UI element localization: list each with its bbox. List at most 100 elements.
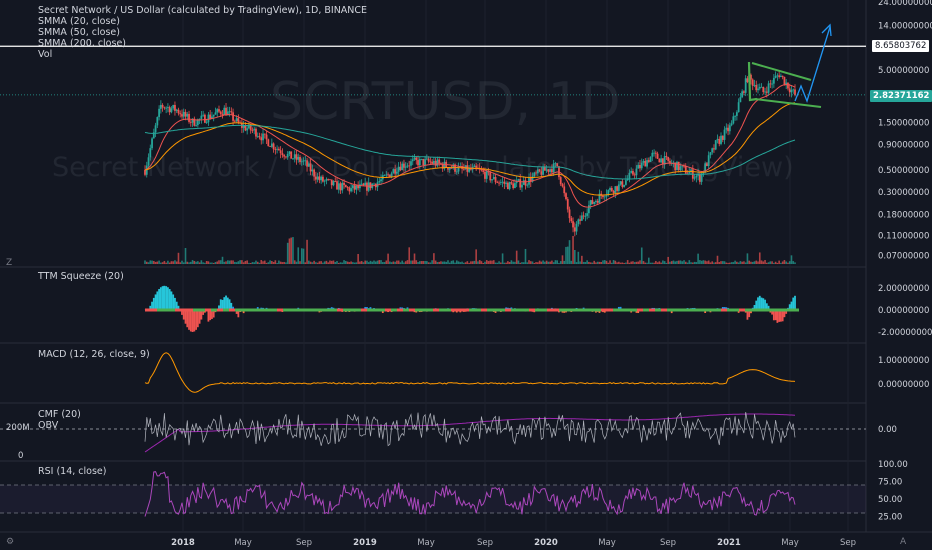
legend-smma50[interactable]: SMMA (50, close) [38,27,120,38]
price-candle [378,181,381,183]
volume-bar [433,253,435,264]
macd-label[interactable]: MACD (12, 26, close, 9) [38,349,150,360]
volume-bar [773,262,775,264]
time-tick-label: Sep [660,538,676,548]
volume-bar [246,260,248,264]
price-candle [529,177,532,182]
volume-bar [385,260,388,264]
price-candle [267,139,270,147]
legend-vol[interactable]: Vol [38,49,53,60]
ttm-squeeze-dot [301,308,307,312]
volume-bar [649,262,652,264]
volume-bar [658,261,661,264]
cmf-label[interactable]: CMF (20) [38,409,81,420]
price-candle [475,165,478,168]
price-candle [531,176,534,182]
ttm-squeeze-dot [547,308,553,312]
price-candle [580,215,583,221]
volume-bar [360,261,363,264]
ttm-squeeze-dot [619,308,625,312]
ttm-squeeze-dot [349,308,355,312]
volume-bar [721,261,724,264]
volume-bar [528,260,530,264]
volume-bar [352,262,354,264]
volume-bar [198,262,201,264]
price-candle [263,133,266,135]
legend-smma20[interactable]: SMMA (20, close) [38,16,120,27]
price-candle [165,107,168,109]
resistance-price-tag: 8.65803762 [872,40,930,52]
price-candle [351,185,354,189]
rsi-label[interactable]: RSI (14, close) [38,466,107,477]
volume-bar [628,262,631,264]
ttm-squeeze-dot [595,308,601,312]
price-candle [762,86,765,93]
ttm-squeeze-dot [517,308,523,312]
settings-icon[interactable]: ⚙ [6,537,15,547]
price-candle [714,140,717,150]
volume-bar [586,260,588,264]
volume-bar [480,261,483,264]
auto-scale-icon[interactable]: A [900,537,907,547]
volume-bar [420,261,423,264]
volume-bar [232,260,234,264]
price-candle [316,176,319,180]
price-candle [552,163,555,173]
volume-bar [286,242,289,264]
ttm-momentum-bar [765,303,768,310]
price-candle [330,179,333,186]
price-candle [649,156,652,162]
volume-bar [426,261,428,264]
obv-label[interactable]: OBV [38,420,59,431]
ttm-momentum-bar [704,310,707,314]
volume-bar [783,260,786,264]
volume-bar [251,262,254,264]
ttm-squeeze-dot [283,308,289,312]
volume-bar [790,255,793,264]
price-candle [401,163,404,171]
price-candle [755,84,758,91]
price-candle [226,111,229,116]
ttm-squeeze-dot [463,308,469,312]
price-candle [441,163,444,169]
price-candle [369,182,372,189]
volume-bar [582,261,585,264]
volume-bar [695,262,698,264]
ttm-squeeze-dot [379,308,385,312]
price-candle [514,183,516,189]
time-tick-label: May [781,538,799,548]
price-candle [151,138,153,149]
volume-bar [249,262,252,264]
price-candle [619,181,622,185]
volume-bar [339,262,342,264]
ttm-squeeze-dot [715,308,721,312]
price-candle [411,159,414,162]
volume-bar [616,262,618,264]
macd-tick-label: 1.00000000 [878,356,929,366]
legend-smma200[interactable]: SMMA (200, close) [38,38,126,49]
price-candle [366,182,368,191]
price-candle [704,163,707,173]
price-candle [663,156,666,165]
price-candle [420,158,423,160]
price-candle [561,184,564,187]
price-candle [771,83,774,85]
ttm-label[interactable]: TTM Squeeze (20) [38,271,124,282]
volume-bar [309,261,312,264]
rsi-tick-label: 75.00 [878,478,902,488]
volume-bar [635,261,638,264]
price-candle [720,135,722,144]
volume-bar [503,262,506,264]
zoom-icon[interactable]: Z [6,258,13,268]
volume-bar [704,260,706,264]
price-candle [496,182,499,183]
price-candle [147,157,150,166]
ttm-squeeze-dot [439,308,445,312]
price-candle [628,172,631,179]
volume-bar [540,261,543,264]
volume-bar [515,250,518,264]
volume-bar [279,261,282,264]
volume-bar [736,261,738,264]
price-candle [390,173,393,178]
